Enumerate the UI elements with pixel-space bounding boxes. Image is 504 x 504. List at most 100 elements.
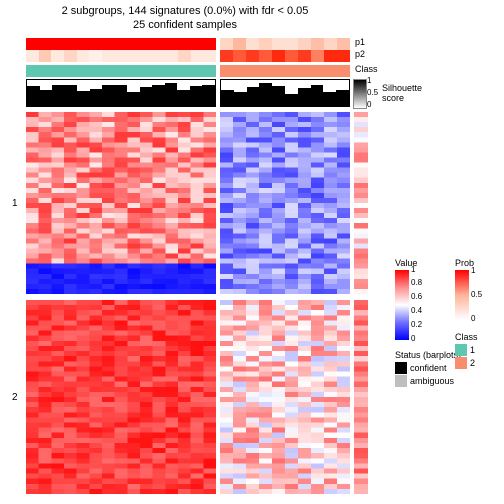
annot-cell	[272, 50, 285, 62]
legend-class-item: 1	[455, 344, 475, 357]
annot-cell	[102, 38, 115, 50]
annot-cell	[64, 38, 77, 50]
annot-cell	[259, 38, 272, 50]
sil-bar	[177, 90, 190, 106]
annot-cell	[51, 50, 64, 62]
annot-class-left	[26, 65, 216, 77]
silhouette-scale	[353, 79, 367, 109]
annot-cell	[140, 50, 153, 62]
legend-status-item: confident	[395, 362, 454, 375]
sil-bar	[285, 94, 298, 106]
value-tick-4: 0.8	[411, 279, 422, 287]
heatmap-side-top	[354, 112, 368, 294]
annot-cell	[39, 38, 52, 50]
annot-cell	[337, 38, 350, 50]
annot-cell	[64, 50, 77, 62]
annot-cell	[26, 38, 39, 50]
annot-cell	[259, 50, 272, 62]
sil-bar	[152, 85, 165, 106]
sil-bar	[259, 83, 272, 106]
heatmap-side-bottom	[354, 300, 368, 494]
value-tick-1: 0.2	[411, 321, 422, 329]
legend-class-item: 2	[455, 357, 475, 370]
sil-tick-0: 0	[367, 101, 371, 109]
annot-cell	[127, 38, 140, 50]
annot-cell	[153, 50, 166, 62]
heatmap-top-right	[220, 112, 350, 294]
annot-class-right	[220, 65, 350, 77]
annot-cell	[285, 50, 298, 62]
value-tick-5: 1	[411, 266, 415, 274]
figure-root: 2 subgroups, 144 signatures (0.0%) with …	[0, 0, 504, 504]
annot-cell	[324, 50, 337, 62]
prob-tick-0: 0	[471, 315, 475, 323]
label-p2: p2	[355, 50, 365, 59]
annot-cell	[89, 38, 102, 50]
annot-cell	[127, 50, 140, 62]
annot-cell	[311, 50, 324, 62]
sil-label-2: score	[382, 94, 404, 103]
sil-bar	[77, 91, 90, 106]
sil-bar	[90, 89, 103, 106]
annot-cell	[203, 50, 216, 62]
silhouette-right	[220, 79, 350, 107]
sil-bar	[165, 83, 178, 106]
annot-cell	[102, 50, 115, 62]
sil-bar	[40, 90, 53, 106]
annot-cell	[220, 38, 233, 50]
annot-cell	[203, 38, 216, 50]
annot-cell	[337, 50, 350, 62]
sil-bar	[65, 85, 78, 106]
heatmap-top-left	[26, 112, 216, 294]
annot-cell	[26, 50, 39, 62]
annot-cell	[165, 50, 178, 62]
annot-cell	[298, 50, 311, 62]
annot-cell	[39, 50, 52, 62]
annot-p2-right	[220, 50, 350, 62]
sil-bar	[202, 85, 215, 106]
sil-bar	[127, 92, 140, 106]
annot-cell	[115, 38, 128, 50]
sil-bar	[336, 90, 349, 106]
sil-bar	[102, 85, 115, 106]
annot-cell	[191, 38, 204, 50]
sil-bar	[247, 87, 260, 106]
sil-bar	[115, 85, 128, 106]
value-tick-2: 0.4	[411, 307, 422, 315]
annot-cell	[324, 38, 337, 50]
legend-prob-bar	[455, 270, 469, 320]
annot-cell	[191, 50, 204, 62]
heatmap-bottom-left	[26, 300, 216, 494]
annot-cell	[311, 38, 324, 50]
sil-bar	[234, 92, 247, 106]
heatmap-bottom-right	[220, 300, 350, 494]
sil-tick-2: 1	[367, 77, 371, 85]
annot-p2-left	[26, 50, 216, 62]
silhouette-left	[26, 79, 216, 107]
annot-cell	[153, 38, 166, 50]
annot-p1-right	[220, 38, 350, 50]
annot-cell	[246, 50, 259, 62]
annot-cell	[246, 38, 259, 50]
legend-status-title: Status (barplots)	[395, 350, 461, 360]
sil-bar	[272, 86, 285, 106]
row-group-1: 1	[12, 198, 22, 208]
legend-class-title: Class	[455, 332, 478, 342]
annot-cell	[233, 38, 246, 50]
annot-cell	[115, 50, 128, 62]
title-line-2: 25 confident samples	[0, 18, 370, 32]
row-group-2: 2	[12, 392, 22, 402]
label-p1: p1	[355, 38, 365, 47]
annot-cell	[178, 50, 191, 62]
annot-cell	[89, 50, 102, 62]
value-tick-3: 0.6	[411, 293, 422, 301]
annot-cell	[298, 38, 311, 50]
annot-cell	[272, 38, 285, 50]
sil-bar	[27, 86, 40, 106]
title-line-1: 2 subgroups, 144 signatures (0.0%) with …	[0, 4, 370, 18]
legend-status-item: ambiguous	[395, 375, 454, 388]
sil-bar	[323, 92, 336, 106]
annot-cell	[77, 50, 90, 62]
legend-value-bar	[395, 270, 409, 340]
legend-class-items: 12	[455, 344, 475, 369]
